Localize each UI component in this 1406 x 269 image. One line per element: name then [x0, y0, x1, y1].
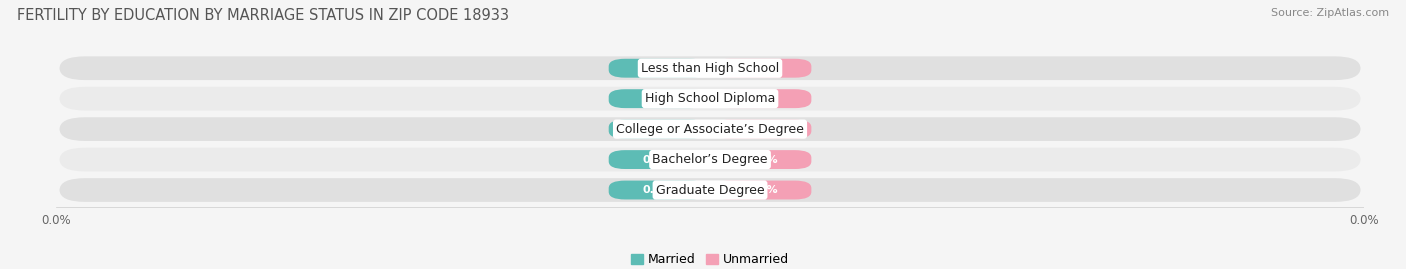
- Text: Bachelor’s Degree: Bachelor’s Degree: [652, 153, 768, 166]
- Text: 0.0%: 0.0%: [747, 124, 778, 134]
- Text: 0.0%: 0.0%: [643, 63, 673, 73]
- FancyBboxPatch shape: [609, 120, 707, 139]
- Text: 0.0%: 0.0%: [643, 124, 673, 134]
- FancyBboxPatch shape: [713, 180, 811, 200]
- FancyBboxPatch shape: [609, 180, 707, 200]
- FancyBboxPatch shape: [609, 89, 707, 108]
- FancyBboxPatch shape: [713, 120, 811, 139]
- FancyBboxPatch shape: [713, 59, 811, 78]
- Legend: Married, Unmarried: Married, Unmarried: [626, 248, 794, 269]
- Text: Graduate Degree: Graduate Degree: [655, 183, 765, 197]
- Text: 0.0%: 0.0%: [643, 185, 673, 195]
- FancyBboxPatch shape: [59, 56, 1361, 80]
- Text: High School Diploma: High School Diploma: [645, 92, 775, 105]
- Text: FERTILITY BY EDUCATION BY MARRIAGE STATUS IN ZIP CODE 18933: FERTILITY BY EDUCATION BY MARRIAGE STATU…: [17, 8, 509, 23]
- Text: 0.0%: 0.0%: [747, 63, 778, 73]
- FancyBboxPatch shape: [713, 150, 811, 169]
- FancyBboxPatch shape: [59, 117, 1361, 141]
- Text: 0.0%: 0.0%: [643, 155, 673, 165]
- FancyBboxPatch shape: [609, 150, 707, 169]
- Text: College or Associate’s Degree: College or Associate’s Degree: [616, 123, 804, 136]
- Text: 0.0%: 0.0%: [747, 155, 778, 165]
- FancyBboxPatch shape: [609, 59, 707, 78]
- FancyBboxPatch shape: [59, 148, 1361, 171]
- Text: 0.0%: 0.0%: [643, 94, 673, 104]
- Text: Source: ZipAtlas.com: Source: ZipAtlas.com: [1271, 8, 1389, 18]
- FancyBboxPatch shape: [59, 87, 1361, 111]
- Text: Less than High School: Less than High School: [641, 62, 779, 75]
- Text: 0.0%: 0.0%: [747, 94, 778, 104]
- FancyBboxPatch shape: [59, 178, 1361, 202]
- FancyBboxPatch shape: [713, 89, 811, 108]
- Text: 0.0%: 0.0%: [747, 185, 778, 195]
